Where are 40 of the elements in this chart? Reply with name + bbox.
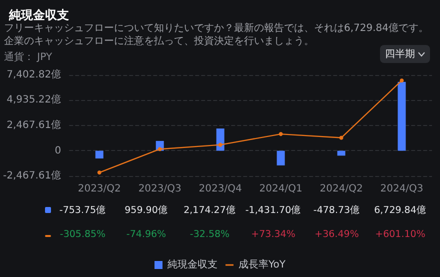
- data-label: +601.10%: [374, 229, 426, 240]
- chart-subtitle: フリーキャッシュフローについて知りたいですか？最新の報告では、それは6,729.84億です。企業のキャッシュフローに注意を払って、投資決定を行いましょう。: [4, 22, 429, 47]
- y-tick-label: -2,467.61億: [3, 170, 62, 182]
- x-tick-label: 2023/Q2: [78, 184, 121, 194]
- bar: [337, 150, 346, 156]
- data-label: +73.34%: [250, 229, 296, 240]
- data-label: -478.73億: [312, 204, 362, 217]
- data-label: -74.96%: [125, 229, 168, 240]
- chart-title: 純現金収支: [8, 8, 69, 22]
- data-label: 2,174.27億: [182, 204, 237, 217]
- y-tick-label: 4,935.22億: [6, 94, 62, 106]
- bar: [216, 128, 224, 151]
- text: 通貨： JPY: [4, 50, 52, 64]
- text: 四半期: [385, 48, 415, 61]
- point: [97, 170, 102, 175]
- point: [400, 78, 404, 82]
- x-tick-label: 2024/Q1: [259, 184, 302, 194]
- x-tick-label: 2023/Q4: [198, 184, 242, 194]
- bar: [95, 150, 104, 158]
- point: [339, 136, 344, 140]
- data-label: -32.58%: [188, 229, 231, 240]
- data-label: -753.75億: [58, 204, 108, 217]
- data-label: 959.90億: [124, 204, 169, 217]
- point: [158, 147, 162, 152]
- x-tick-label: 2023/Q3: [138, 184, 182, 194]
- y-tick-label: 7,402.82億: [6, 68, 62, 80]
- data-label: -1,431.70億: [244, 204, 302, 217]
- point: [218, 142, 222, 147]
- point: [278, 132, 283, 136]
- legend-label: 純現金収支: [167, 258, 218, 270]
- legend-label: 成長率YoY: [238, 258, 286, 270]
- bar: [276, 150, 285, 166]
- data-label: +36.49%: [314, 229, 360, 240]
- x-tick-label: 2024/Q3: [380, 184, 424, 194]
- y-tick-label: 0: [54, 145, 62, 156]
- data-label: -305.85%: [58, 229, 107, 240]
- x-tick-label: 2024/Q2: [320, 184, 363, 194]
- y-tick-label: 2,467.61億: [6, 119, 62, 131]
- data-label: 6,729.84億: [373, 204, 428, 217]
- bar: [398, 82, 406, 151]
